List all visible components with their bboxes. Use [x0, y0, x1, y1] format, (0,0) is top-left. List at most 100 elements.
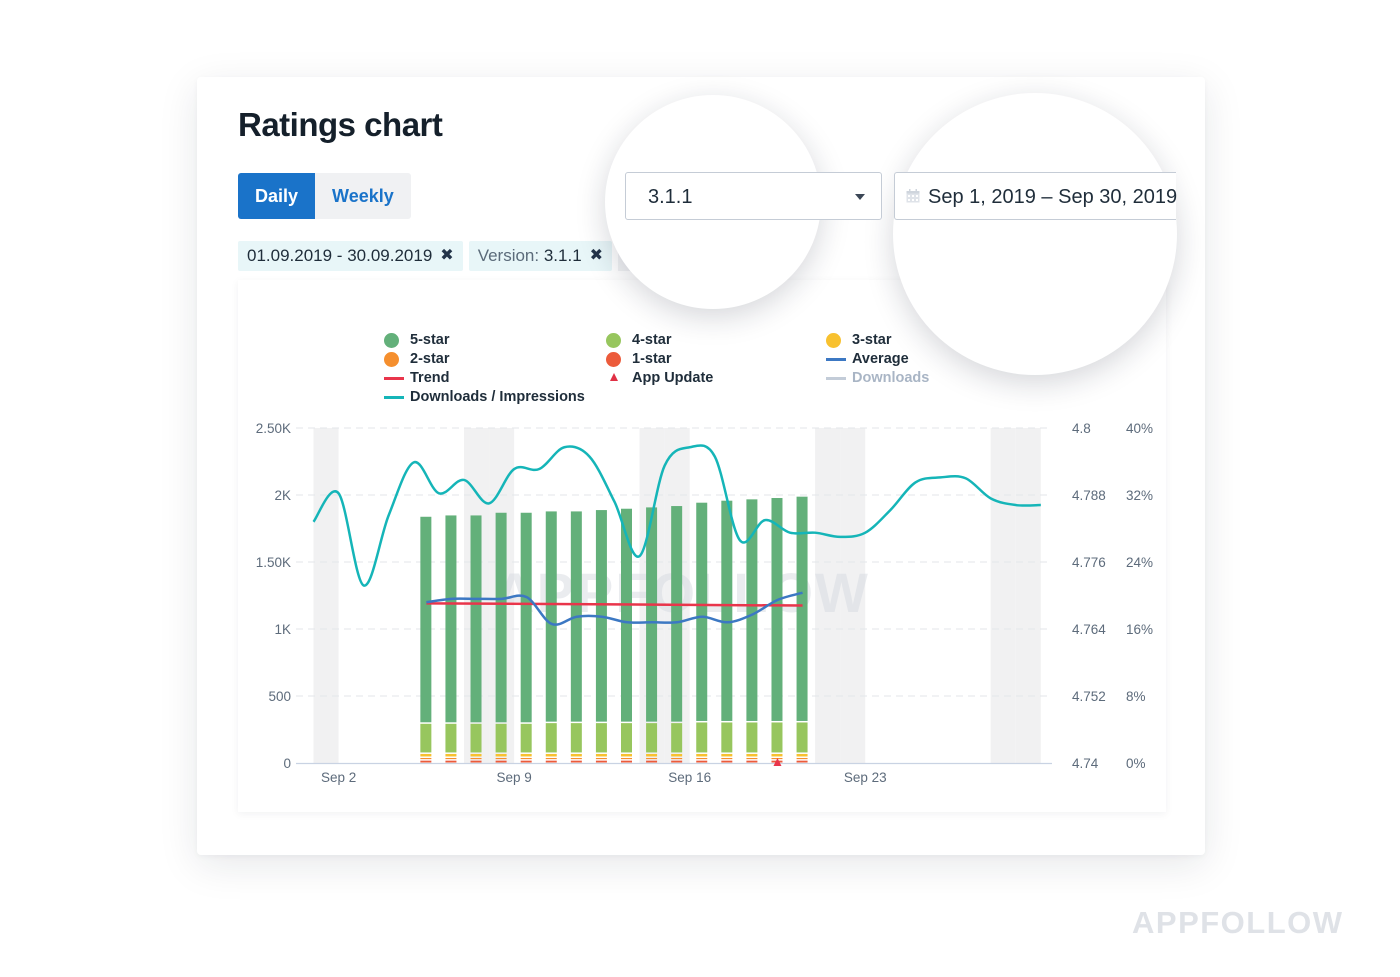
y-left-tick-label: 500 [268, 689, 291, 704]
y-rating-tick-label: 4.74 [1072, 756, 1099, 771]
bar-2-star [696, 757, 708, 760]
period-toggle: Daily Weekly [238, 173, 411, 219]
version-select[interactable]: 3.1.1 [625, 172, 882, 220]
bar-3-star [621, 753, 632, 757]
bar-2-star [445, 757, 457, 760]
bar-5-star [696, 502, 708, 721]
bar-3-star [796, 753, 808, 757]
bar-1-star [420, 760, 432, 763]
bar-4-star [420, 723, 432, 753]
filter-tag-version: Version: 3.1.1 ✖ [468, 241, 613, 271]
bar-5-star [721, 500, 733, 721]
bar-4-star [621, 723, 632, 753]
bar-4-star [545, 723, 557, 753]
bar-1-star [570, 760, 582, 763]
bar-3-star [595, 753, 607, 757]
bar-3-star [545, 753, 557, 757]
bar-2-star [470, 757, 482, 760]
bar-2-star [420, 757, 432, 760]
bar-4-star [445, 723, 457, 753]
weekend-band [1015, 428, 1041, 763]
triangle-icon [610, 373, 618, 381]
y-percent-tick-label: 32% [1126, 488, 1153, 503]
bar-2-star [771, 757, 783, 760]
bar-2-star [570, 757, 582, 760]
bar-4-star [595, 723, 607, 753]
bar-4-star [495, 723, 507, 753]
bar-5-star [671, 506, 683, 722]
bar-5-star [646, 507, 658, 722]
weekend-band [815, 428, 841, 763]
bar-2-star [796, 757, 808, 760]
toggle-daily[interactable]: Daily [238, 173, 316, 219]
line-icon [384, 377, 404, 380]
close-icon[interactable]: ✖ [589, 247, 604, 264]
bar-3-star [696, 753, 708, 757]
dot-icon [826, 333, 841, 348]
y-rating-tick-label: 4.8 [1072, 421, 1091, 436]
weekend-band [990, 428, 1016, 763]
filter-tag-key: Version: [477, 246, 544, 265]
dot-icon [384, 352, 399, 367]
y-left-tick-label: 1.50K [256, 555, 291, 570]
version-select-value: 3.1.1 [648, 186, 693, 208]
date-range-value: Sep 1, 2019 – Sep 30, 2019 [928, 186, 1178, 208]
bar-4-star [646, 723, 658, 753]
y-percent-tick-label: 40% [1126, 421, 1153, 436]
filter-tag-value: 01.09.2019 - 30.09.2019 [247, 246, 433, 265]
page-title: Ratings chart [238, 106, 443, 143]
y-rating-tick-label: 4.788 [1072, 488, 1106, 503]
y-percent-tick-label: 16% [1126, 622, 1153, 637]
bar-4-star [470, 723, 482, 753]
bar-2-star [495, 757, 507, 760]
bar-5-star [445, 515, 457, 723]
bar-1-star [470, 760, 482, 763]
y-rating-tick-label: 4.776 [1072, 555, 1106, 570]
close-icon[interactable]: ✖ [440, 247, 454, 264]
bar-3-star [746, 753, 758, 757]
bar-1-star [796, 760, 808, 763]
bar-2-star [671, 757, 683, 760]
filter-tags: 01.09.2019 - 30.09.2019 ✖ Version: 3.1.1… [238, 241, 631, 271]
bar-2-star [545, 757, 557, 760]
average-line [426, 591, 803, 626]
app-update-marker [773, 758, 782, 766]
bar-5-star [470, 515, 482, 723]
y-percent-tick-label: 0% [1126, 756, 1146, 771]
toggle-weekly[interactable]: Weekly [332, 186, 394, 206]
bar-1-star [595, 760, 607, 763]
bar-3-star [470, 753, 482, 757]
bar-1-star [545, 760, 557, 763]
bar-2-star [595, 757, 607, 760]
date-range-picker[interactable]: Sep 1, 2019 – Sep 30, 2019 [894, 172, 1178, 220]
bar-1-star [646, 760, 658, 763]
bar-1-star [696, 760, 708, 763]
bar-4-star [721, 722, 733, 753]
y-rating-tick-label: 4.752 [1072, 689, 1106, 704]
bar-5-star [771, 498, 783, 721]
bar-3-star [721, 753, 733, 757]
bar-4-star [771, 722, 783, 753]
bar-3-star [520, 753, 532, 757]
bar-5-star [746, 499, 758, 721]
bar-5-star [495, 512, 507, 723]
downloads-impressions-line [312, 444, 1041, 587]
bar-5-star [520, 512, 532, 723]
trend-line [426, 602, 803, 607]
weekend-band [840, 428, 866, 763]
dot-icon [606, 352, 621, 367]
y-percent-tick-label: 8% [1126, 689, 1146, 704]
bar-4-star [696, 722, 708, 753]
bar-2-star [646, 757, 658, 760]
x-tick-label: Sep 16 [668, 770, 711, 785]
y-left-tick-label: 1K [274, 622, 291, 637]
bar-3-star [420, 753, 432, 757]
bar-4-star [520, 723, 532, 753]
calendar-icon [906, 189, 920, 203]
bar-2-star [746, 757, 758, 760]
filter-tag-value: 3.1.1 [543, 246, 582, 265]
bar-4-star [570, 723, 582, 753]
bar-2-star [520, 757, 532, 760]
bar-1-star [671, 760, 683, 763]
filter-tag-date: 01.09.2019 - 30.09.2019 ✖ [238, 241, 463, 271]
